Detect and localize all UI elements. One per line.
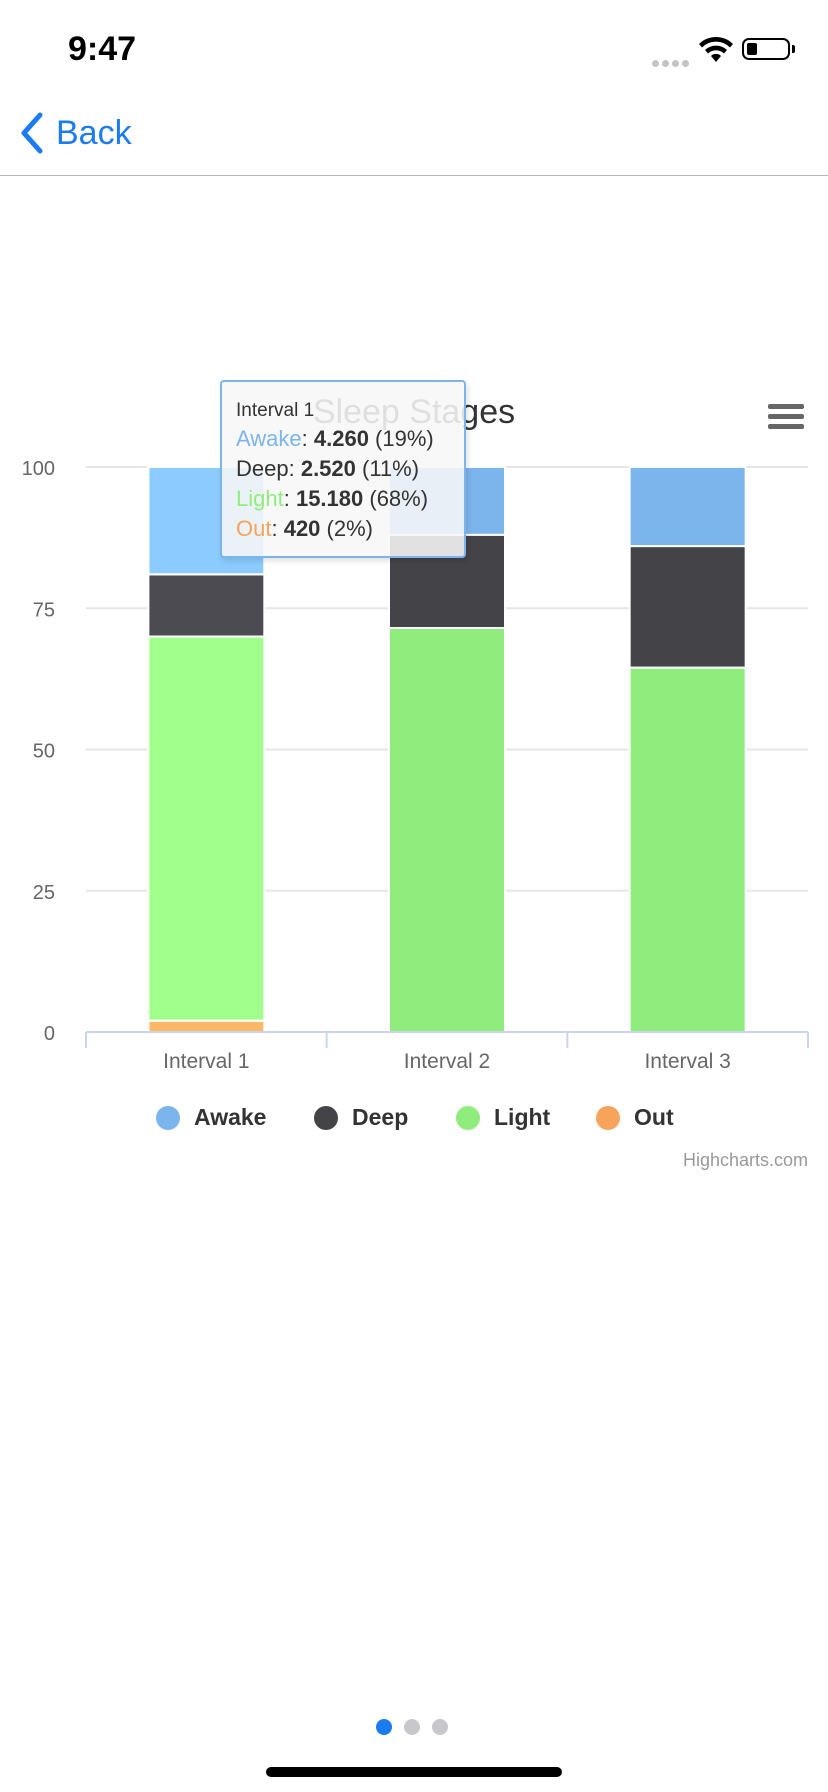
tooltip-percent: (19%) bbox=[368, 426, 434, 451]
status-time: 9:47 bbox=[68, 30, 137, 68]
legend-item-light[interactable]: Light bbox=[456, 1104, 550, 1131]
tooltip-percent: (11%) bbox=[355, 456, 420, 481]
chart-tooltip: Interval 1 Awake: 4.260 (19%) Deep: 2.520… bbox=[220, 380, 466, 558]
legend-label: Out bbox=[634, 1104, 674, 1130]
legend-item-deep[interactable]: Deep bbox=[314, 1104, 408, 1131]
tooltip-series-name: Awake bbox=[236, 426, 302, 451]
chart-bars bbox=[147, 466, 747, 1034]
navigation-bar: Back bbox=[0, 88, 828, 176]
x-tick-label: Interval 1 bbox=[163, 1050, 249, 1073]
battery-icon bbox=[742, 38, 790, 60]
legend-label: Awake bbox=[194, 1104, 267, 1130]
tooltip-series-name: Out bbox=[236, 516, 272, 541]
legend-dot-icon bbox=[156, 1105, 180, 1130]
bar-out-interval-1[interactable] bbox=[147, 1019, 266, 1034]
legend-label: Deep bbox=[352, 1104, 409, 1130]
bar-deep-interval-3[interactable] bbox=[628, 545, 747, 669]
tooltip-row: Out: 420 (2%) bbox=[236, 516, 373, 541]
cellular-signal-icon bbox=[652, 54, 692, 72]
tooltip-value: 4.260 bbox=[313, 426, 369, 451]
tooltip-row: Deep: 2.520 (11%) bbox=[236, 456, 420, 481]
x-tick-label: Interval 2 bbox=[404, 1050, 490, 1073]
tooltip-series-name: Light bbox=[236, 486, 284, 511]
bar-light-interval-2[interactable] bbox=[388, 627, 506, 1034]
legend-label: Light bbox=[494, 1104, 551, 1130]
back-button[interactable]: Back bbox=[18, 110, 132, 156]
legend-item-out[interactable]: Out bbox=[596, 1104, 674, 1131]
back-button-label: Back bbox=[56, 113, 132, 152]
home-indicator bbox=[266, 1767, 562, 1777]
y-tick-label: 0 bbox=[44, 1023, 55, 1045]
wifi-icon bbox=[699, 36, 733, 62]
y-axis-labels: 0 25 50 75 100 bbox=[22, 458, 55, 1045]
page-dot[interactable] bbox=[432, 1719, 448, 1735]
legend-dot-icon bbox=[314, 1105, 338, 1130]
bar-awake-interval-3[interactable] bbox=[628, 466, 747, 548]
y-tick-label: 75 bbox=[33, 599, 55, 621]
tooltip-row: Light: 15.180 (68%) bbox=[236, 486, 429, 511]
tooltip-row: Awake: 4.260 (19%) bbox=[236, 426, 434, 451]
y-tick-label: 50 bbox=[33, 741, 55, 763]
x-axis: Interval 1 Interval 2 Interval 3 bbox=[85, 1031, 809, 1073]
legend-item-awake[interactable]: Awake bbox=[156, 1104, 266, 1131]
bar-light-interval-3[interactable] bbox=[628, 666, 747, 1033]
tooltip-percent: (2%) bbox=[320, 516, 373, 541]
chart-menu-icon[interactable] bbox=[768, 404, 804, 434]
tooltip-value: 15.180 bbox=[295, 486, 364, 511]
y-tick-label: 25 bbox=[33, 882, 55, 904]
chart-legend: Awake Deep Light Out bbox=[0, 1104, 828, 1140]
bar-deep-interval-1[interactable] bbox=[147, 573, 266, 638]
x-tick-label: Interval 3 bbox=[644, 1050, 730, 1073]
tooltip-title: Interval 1 bbox=[236, 400, 315, 421]
chevron-left-icon bbox=[21, 112, 43, 154]
tooltip-percent: (68%) bbox=[363, 486, 429, 511]
legend-dot-icon bbox=[596, 1105, 620, 1130]
tooltip-value: 420 bbox=[283, 516, 321, 541]
status-bar: 9:47 bbox=[0, 0, 828, 88]
legend-dot-icon bbox=[456, 1105, 480, 1130]
highcharts-credit[interactable]: Highcharts.com bbox=[683, 1150, 808, 1170]
tooltip-value: 2.520 bbox=[300, 456, 356, 481]
page-dot[interactable] bbox=[404, 1719, 420, 1735]
tooltip-series-name: Deep bbox=[236, 456, 289, 481]
bar-light-interval-1[interactable] bbox=[147, 635, 266, 1022]
page-control[interactable] bbox=[376, 1719, 460, 1735]
page-dot[interactable] bbox=[376, 1719, 392, 1735]
y-tick-label: 100 bbox=[22, 458, 55, 480]
